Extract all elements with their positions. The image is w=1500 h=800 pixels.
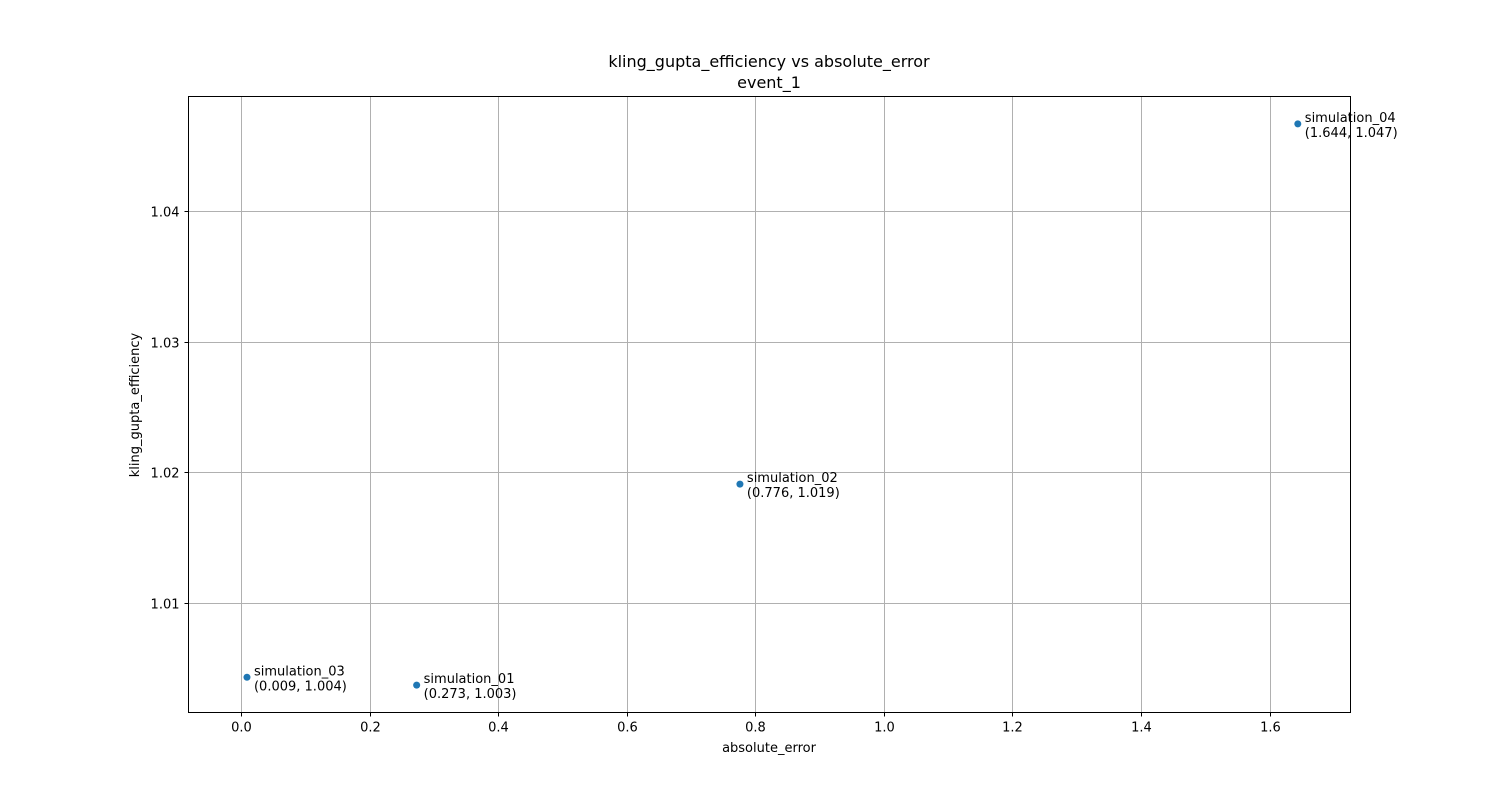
chart-subtitle: event_1 <box>737 73 801 93</box>
y-tick-label: 1.04 <box>151 206 180 221</box>
point-coordinates: (1.644, 1.047) <box>1305 126 1398 141</box>
plot-area <box>188 96 1351 713</box>
grid-lines <box>188 96 1351 713</box>
y-axis-label: kling_gupta_efficiency <box>128 332 143 477</box>
x-tick-label: 1.2 <box>1002 721 1023 736</box>
chart-title: kling_gupta_efficiency vs absolute_error <box>608 52 930 72</box>
data-points: simulation_01(0.273, 1.003) simulation_02… <box>243 111 1398 702</box>
point-label: simulation_04 <box>1305 111 1396 126</box>
x-tick-label: 0.4 <box>488 721 509 736</box>
x-axis-label: absolute_error <box>722 741 817 756</box>
data-point <box>243 673 251 681</box>
data-point <box>1294 120 1302 128</box>
x-tick-label: 0.2 <box>360 721 381 736</box>
point-label: simulation_03 <box>254 664 345 679</box>
x-tick-label: 1.6 <box>1260 721 1281 736</box>
x-tick-label: 1.0 <box>874 721 895 736</box>
data-point <box>413 681 421 689</box>
y-tick-label: 1.03 <box>151 337 180 352</box>
x-tick-label: 0.8 <box>745 721 766 736</box>
point-coordinates: (0.273, 1.003) <box>424 687 517 702</box>
point-coordinates: (0.776, 1.019) <box>747 486 840 501</box>
data-point <box>736 480 744 488</box>
point-label: simulation_01 <box>424 672 515 687</box>
x-tick-label: 0.6 <box>617 721 638 736</box>
y-tick-label: 1.02 <box>151 467 180 482</box>
y-tick-label: 1.01 <box>151 598 180 613</box>
point-coordinates: (0.009, 1.004) <box>254 679 347 694</box>
point-label: simulation_02 <box>747 471 838 486</box>
axis-ticks: 0.0 0.2 0.4 0.6 0.8 1.0 1.2 1.4 1.6 1.01 1.02 1.03 1… <box>151 206 1281 736</box>
x-tick-label: 1.4 <box>1131 721 1152 736</box>
x-tick-label: 0.0 <box>231 721 252 736</box>
